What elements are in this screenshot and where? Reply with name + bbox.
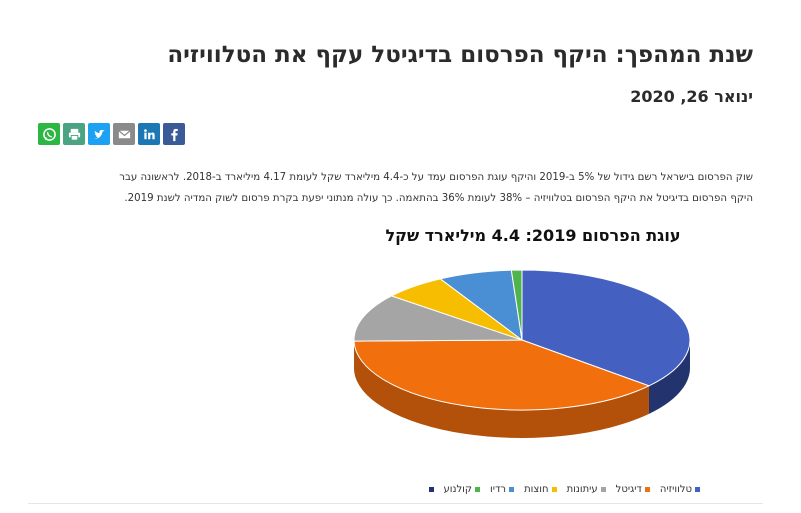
facebook-icon — [170, 128, 178, 141]
print-icon — [68, 128, 80, 141]
pie-chart: עוגת הפרסום 2019: 4.4 מיליארד שקל — [338, 222, 728, 512]
article-paragraph: שוק הפרסום בישראל רשם גידול של 5% ב-2019… — [41, 167, 753, 209]
legend-item-1: טלוויזיה — [660, 484, 700, 495]
paragraph-line-1: שוק הפרסום בישראל רשם גידול של 5% ב-2019… — [119, 172, 753, 183]
pie-slice-1 — [521, 269, 691, 387]
legend-item-3: עיתונות — [567, 484, 606, 495]
article-title: שנת המהפך: היקף הפרסום בדיגיטל עקף את הט… — [167, 42, 753, 68]
legend-item-6: קולנוע — [443, 484, 480, 495]
pie-side-1 — [648, 340, 690, 414]
pie-slice-2 — [353, 339, 651, 411]
pie-side-2 — [354, 341, 649, 438]
legend-swatch — [644, 487, 650, 492]
article-date: ינואר 26, 2020 — [630, 87, 753, 106]
facebook-share-button[interactable] — [163, 123, 185, 145]
twitter-icon — [93, 129, 105, 139]
legend-label: חוצות — [524, 484, 549, 495]
legend-label: רדיו — [490, 484, 507, 495]
legend-item-5: רדיו — [490, 484, 515, 495]
paragraph-line-2: היקף הפרסום בדיגיטל את היקף הפרסום בטלוו… — [124, 193, 753, 204]
pie-slice-3 — [353, 295, 523, 342]
twitter-share-button[interactable] — [88, 123, 110, 145]
print-button[interactable] — [63, 123, 85, 145]
whatsapp-share-button[interactable] — [38, 123, 60, 145]
email-share-button[interactable] — [113, 123, 135, 145]
legend-item-2: דיגיטל — [616, 484, 650, 495]
email-icon — [117, 129, 131, 138]
legend-swatch — [509, 487, 515, 492]
legend-label: עיתונות — [566, 484, 598, 495]
pie-chart-svg — [353, 269, 691, 438]
linkedin-icon — [143, 128, 155, 139]
legend-label: קולנוע — [443, 484, 473, 495]
pie-slice-6 — [510, 269, 523, 341]
legend-swatch — [695, 487, 700, 492]
legend-swatch — [475, 487, 480, 492]
legend-label: דיגיטל — [615, 484, 642, 495]
share-bar — [38, 123, 185, 145]
legend-item-4: חוצות — [524, 484, 557, 495]
legend-label: טלוויזיה — [659, 484, 692, 495]
whatsapp-icon — [42, 127, 56, 141]
legend-swatch — [428, 487, 434, 492]
legend-swatch — [600, 487, 606, 492]
linkedin-share-button[interactable] — [138, 123, 160, 145]
divider — [28, 503, 763, 504]
chart-title: עוגת הפרסום 2019: 4.4 מיליארד שקל — [385, 226, 681, 245]
legend-swatch — [551, 487, 557, 492]
chart-legend: טלוויזיה דיגיטל עיתונות חוצות רדיו קולנוע — [350, 484, 700, 495]
